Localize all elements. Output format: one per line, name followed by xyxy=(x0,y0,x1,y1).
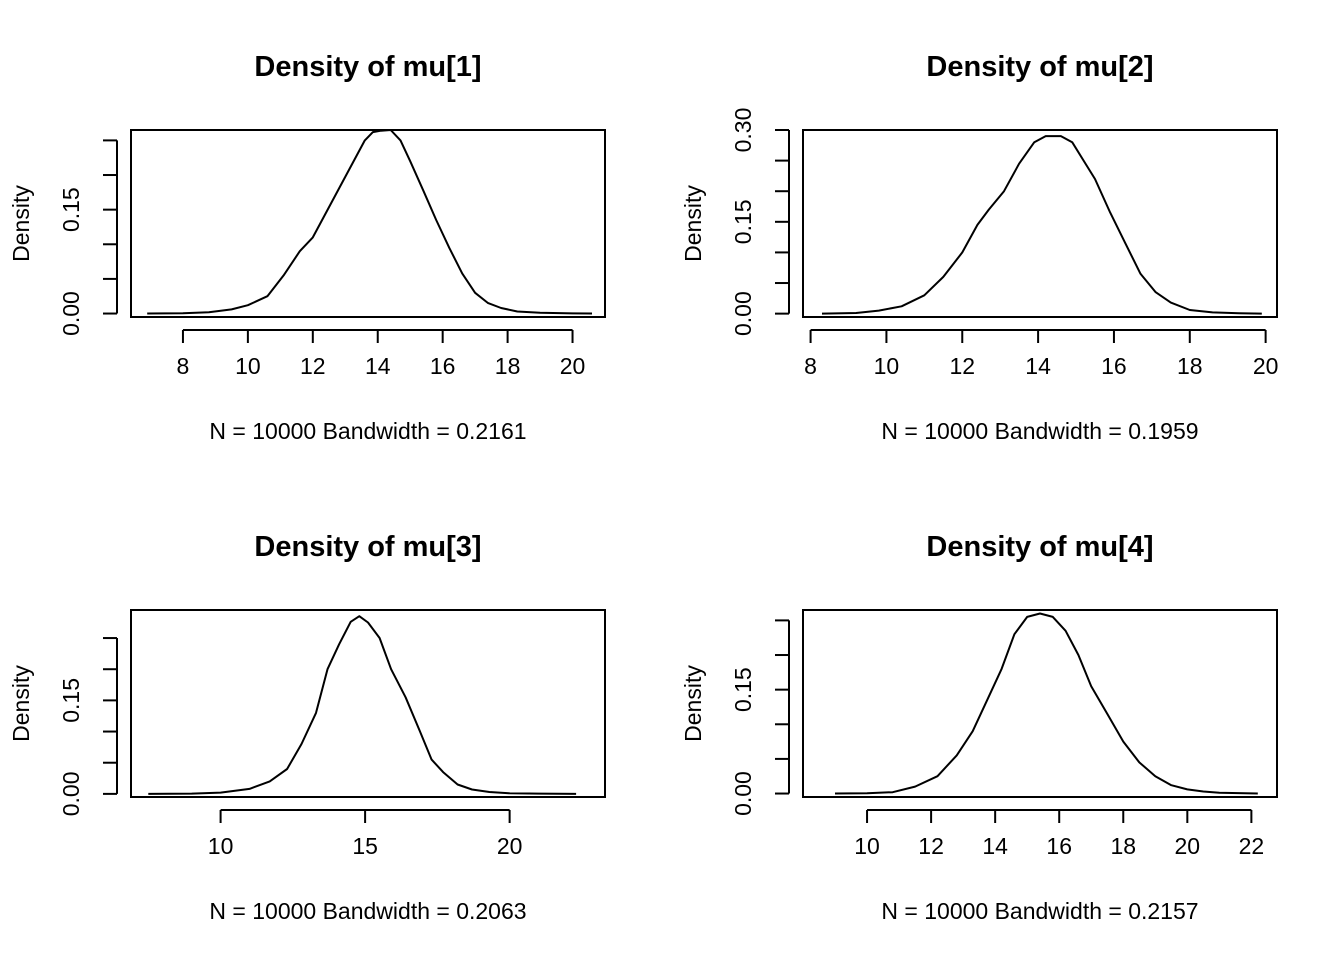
y-axis-label: Density xyxy=(8,185,34,262)
y-tick-label: 0.15 xyxy=(58,187,84,232)
plot-frame xyxy=(802,609,1278,798)
density-curve xyxy=(148,615,577,795)
y-tick-label: 0.00 xyxy=(730,291,756,336)
y-tick-label: 0.00 xyxy=(730,771,756,816)
y-tick-label: 0.00 xyxy=(58,772,84,817)
x-axis-label: N = 10000 Bandwidth = 0.2063 xyxy=(209,898,526,924)
density-curve xyxy=(147,129,593,315)
y-tick-label: 0.15 xyxy=(58,678,84,723)
x-tick-label: 15 xyxy=(352,833,378,859)
y-axis-label: Density xyxy=(680,185,706,262)
x-tick-label: 8 xyxy=(804,353,817,379)
plot-frame xyxy=(130,129,606,318)
plot-frame xyxy=(130,609,606,798)
density-curve xyxy=(834,612,1258,795)
x-tick-label: 14 xyxy=(1025,353,1051,379)
x-tick-label: 18 xyxy=(495,353,521,379)
x-tick-label: 12 xyxy=(300,353,326,379)
density-panel-1: Density of mu[1] 8 10 12 14 16 18 20 N = 10000 B… xyxy=(8,51,606,444)
y-tick-label: 0.30 xyxy=(730,108,756,153)
x-tick-label: 14 xyxy=(982,833,1008,859)
y-axis-label: Density xyxy=(8,665,34,742)
y-tick-label: 0.15 xyxy=(730,199,756,244)
x-tick-label: 16 xyxy=(1046,833,1072,859)
density-panel-2: Density of mu[2] 8 10 12 14 16 18 20 N = 10000 B… xyxy=(680,51,1278,444)
x-tick-label: 12 xyxy=(949,353,975,379)
panel-title: Density of mu[3] xyxy=(254,531,481,563)
panel-title: Density of mu[4] xyxy=(926,531,1153,563)
x-tick-label: 10 xyxy=(235,353,261,379)
x-tick-label: 20 xyxy=(1175,833,1201,859)
x-tick-label: 20 xyxy=(560,353,586,379)
density-curve xyxy=(821,135,1262,315)
x-tick-label: 20 xyxy=(1253,353,1279,379)
density-panel-3: Density of mu[3] 10 15 20 N = 10000 Bandwidt… xyxy=(8,531,606,924)
x-tick-label: 14 xyxy=(365,353,391,379)
y-axis-label: Density xyxy=(680,665,706,742)
x-tick-label: 10 xyxy=(208,833,234,859)
y-tick-label: 0.15 xyxy=(730,667,756,712)
x-tick-label: 10 xyxy=(854,833,880,859)
x-tick-label: 20 xyxy=(497,833,523,859)
x-tick-label: 12 xyxy=(918,833,944,859)
x-tick-label: 16 xyxy=(1101,353,1127,379)
x-tick-label: 10 xyxy=(874,353,900,379)
panel-title: Density of mu[2] xyxy=(926,51,1153,83)
x-axis-label: N = 10000 Bandwidth = 0.2161 xyxy=(209,418,526,444)
x-tick-label: 16 xyxy=(430,353,456,379)
x-tick-label: 18 xyxy=(1110,833,1136,859)
x-tick-label: 18 xyxy=(1177,353,1203,379)
density-panel-4: Density of mu[4] 10 12 14 16 18 20 22 N = 10000 … xyxy=(680,531,1278,924)
x-axis-label: N = 10000 Bandwidth = 0.2157 xyxy=(881,898,1198,924)
x-tick-label: 22 xyxy=(1239,833,1265,859)
y-tick-label: 0.00 xyxy=(58,291,84,336)
x-tick-label: 8 xyxy=(177,353,190,379)
panel-title: Density of mu[1] xyxy=(254,51,481,83)
plot-frame xyxy=(802,129,1278,318)
x-axis-label: N = 10000 Bandwidth = 0.1959 xyxy=(881,418,1198,444)
